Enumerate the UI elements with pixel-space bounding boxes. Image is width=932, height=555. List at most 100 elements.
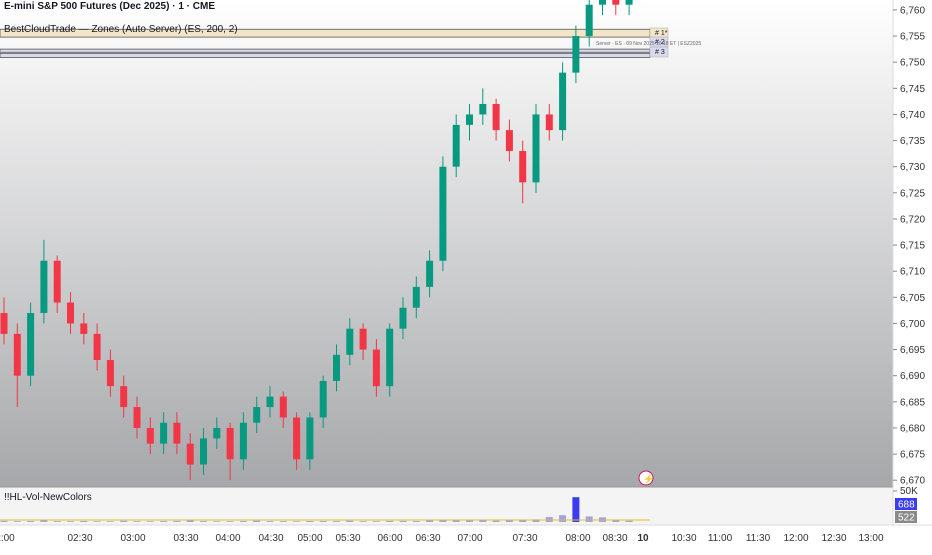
- y-tick-label: 6,750: [900, 58, 925, 69]
- volume-bar: [492, 520, 500, 522]
- volume-bar: [0, 520, 8, 522]
- y-tick-label: 6,720: [900, 214, 925, 225]
- volume-bar: [266, 521, 274, 522]
- chart-background: [0, 0, 893, 487]
- candle-body: [572, 36, 580, 73]
- y-tick-label: 6,675: [900, 450, 925, 461]
- event-icon[interactable]: [638, 470, 654, 486]
- candle-body: [519, 151, 527, 183]
- volume-bar: [359, 521, 367, 522]
- candle-body: [293, 417, 301, 460]
- y-tick-label: 6,690: [900, 371, 925, 382]
- candle-body: [479, 103, 487, 115]
- last-value-box: [895, 498, 917, 510]
- volume-bar: [40, 520, 48, 522]
- volume-bar: [625, 520, 633, 522]
- candle-body: [599, 0, 606, 5]
- volume-bar: [133, 521, 141, 522]
- candle-body: [532, 114, 540, 183]
- volume-bar: [333, 521, 340, 522]
- candle-body: [452, 124, 460, 167]
- y-tick-label: 6,680: [900, 423, 925, 434]
- volume-bar: [186, 520, 194, 522]
- volume-bar: [346, 520, 354, 522]
- volume-bar: [399, 520, 407, 522]
- candle-body: [213, 427, 221, 439]
- candle-body: [492, 103, 500, 131]
- last-value-box: [895, 511, 917, 523]
- candle-body: [386, 328, 394, 387]
- y-tick-label: 6,735: [900, 136, 925, 147]
- volume-bar: [439, 520, 447, 522]
- x-tick-label: 12:00: [783, 533, 808, 544]
- volume-bar: [519, 520, 527, 522]
- candle-body: [426, 260, 434, 287]
- candle-body: [173, 422, 181, 444]
- candle-body: [359, 328, 367, 350]
- candle-body: [346, 328, 354, 355]
- zone-tag: [649, 46, 669, 58]
- x-tick-label: 06:30: [415, 533, 440, 544]
- candle-body: [439, 166, 447, 261]
- candle-body: [319, 380, 327, 418]
- zone-label: # 3: [655, 49, 665, 56]
- candle-body: [412, 286, 420, 308]
- x-tick-label: 04:30: [258, 533, 283, 544]
- candle-body: [200, 438, 207, 465]
- x-tick-label: 03:00: [120, 533, 145, 544]
- volume-bar: [532, 519, 540, 522]
- x-tick-label: 2:00: [0, 533, 15, 544]
- volume-bar: [306, 521, 314, 522]
- candle-body: [27, 312, 35, 376]
- volume-bar: [13, 521, 21, 522]
- volume-bar: [319, 521, 327, 522]
- y-tick-label: 6,685: [900, 397, 925, 408]
- candle-body: [585, 4, 593, 37]
- volume-bar: [612, 519, 620, 522]
- candle-body: [266, 396, 274, 408]
- y-tick-label: 6,715: [900, 241, 925, 252]
- volume-bar: [572, 497, 580, 522]
- y-tick-label: 6,705: [900, 293, 925, 304]
- x-tick-label: 13:00: [858, 533, 883, 544]
- candle-body: [120, 386, 128, 408]
- zone-label: # 2: [655, 39, 665, 46]
- candle-body: [0, 312, 8, 334]
- y-tick-label: 6,695: [900, 345, 925, 356]
- volume-bar: [293, 521, 301, 522]
- volume-bar: [27, 521, 35, 522]
- volume-bar: [585, 516, 593, 522]
- volume-bar: [386, 520, 394, 522]
- candle-body: [239, 422, 247, 460]
- volume-bar: [226, 521, 234, 522]
- zone: [0, 52, 651, 58]
- volume-bar: [505, 520, 513, 522]
- candle-body: [186, 443, 194, 465]
- y-tick-label: 6,700: [900, 319, 925, 330]
- candle-body: [80, 323, 88, 334]
- x-tick-label: 11:00: [708, 533, 733, 544]
- x-tick-label: 07:30: [512, 533, 537, 544]
- candle-body: [279, 396, 287, 418]
- x-tick-label: 07:00: [457, 533, 482, 544]
- candle-body: [93, 333, 101, 361]
- x-tick-label: 03:30: [173, 533, 198, 544]
- x-tick-label: 05:00: [297, 533, 322, 544]
- volume-bar: [173, 520, 181, 522]
- candle-body: [333, 354, 340, 381]
- y-tick-label: 6,760: [900, 5, 925, 16]
- volume-pane: [0, 487, 893, 525]
- x-tick-label: 11:30: [746, 533, 771, 544]
- indicator-name: BestCloudTrade — Zones (Auto Server) (ES…: [4, 24, 238, 35]
- volume-tick-label: 50K: [900, 486, 918, 497]
- candle-body: [306, 417, 314, 460]
- candle-body: [505, 130, 513, 152]
- volume-bar: [426, 520, 434, 522]
- last-value: 688: [898, 500, 915, 511]
- y-tick-label: 6,725: [900, 188, 925, 199]
- candle-body: [13, 333, 21, 376]
- zone-label: # 1*: [655, 30, 668, 37]
- y-tick-label: 6,710: [900, 267, 925, 278]
- candle-body: [133, 407, 141, 428]
